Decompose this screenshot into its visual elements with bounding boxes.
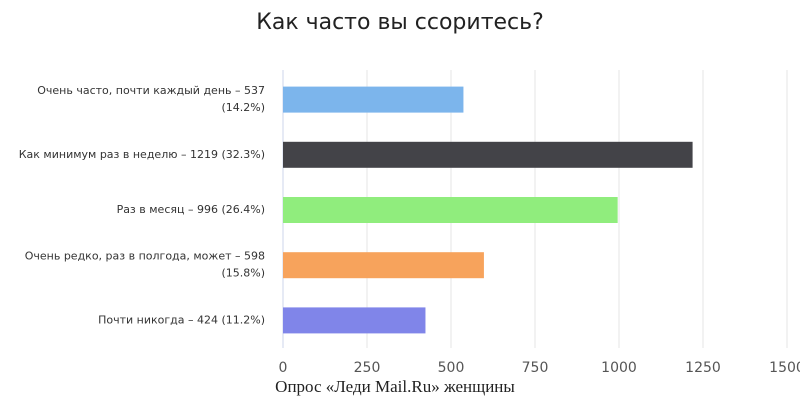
caption: Опрос «Леди Mail.Ru» женщины	[275, 377, 515, 396]
x-tick-label: 1250	[685, 360, 721, 376]
bar	[283, 307, 426, 334]
y-tick-label: Почти никогда – 424 (11.2%)	[98, 313, 265, 326]
y-tick-label: Очень редко, раз в полгода, может – 598(…	[25, 250, 265, 280]
x-tick-label: 0	[279, 360, 288, 376]
bar	[283, 197, 618, 223]
x-tick-label: 250	[354, 360, 381, 376]
x-tick-label: 1500	[769, 360, 800, 376]
chart-title: Как часто вы ссоритесь?	[256, 10, 544, 35]
y-tick-label: Как минимум раз в неделю – 1219 (32.3%)	[19, 148, 265, 161]
y-tick-label: Раз в месяц – 996 (26.4%)	[117, 203, 265, 216]
bar	[283, 141, 693, 168]
bar	[283, 252, 484, 279]
x-tick-label: 1000	[601, 360, 637, 376]
bar	[283, 86, 464, 113]
x-tick-label: 500	[438, 360, 465, 376]
x-tick-label: 750	[522, 360, 549, 376]
y-tick-label: Очень часто, почти каждый день – 537 (14.…	[37, 84, 265, 114]
